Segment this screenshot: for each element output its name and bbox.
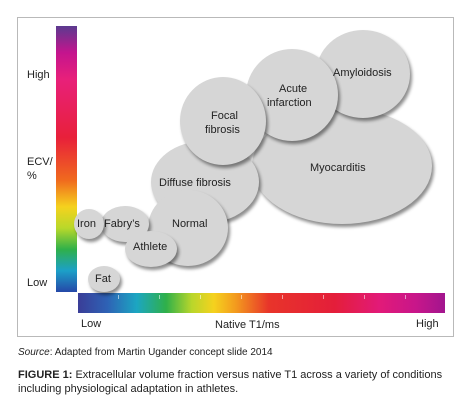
acute-infarction-label-line2: infarction (267, 97, 312, 109)
caption-text: Extracellular volume fraction versus nat… (18, 369, 443, 395)
y-axis-low-label: Low (27, 277, 48, 289)
fat-label: Fat (95, 273, 111, 285)
x-tick (118, 295, 119, 299)
athlete-bubble (125, 231, 177, 267)
acute-infarction-label-line1: Acute (279, 83, 308, 95)
x-tick (323, 295, 324, 299)
x-tick (159, 295, 160, 299)
myocarditis-label: Myocarditis (310, 162, 366, 174)
x-tick (282, 295, 283, 299)
t1-gradient-bar (78, 293, 445, 313)
ecv-gradient-bar (56, 26, 77, 292)
x-tick (241, 295, 242, 299)
source-text: : Adapted from Martin Ugander concept sl… (49, 347, 273, 358)
iron-label: Iron (77, 218, 96, 230)
x-axis-low-label: Low (81, 318, 102, 330)
normal-label: Normal (172, 218, 208, 230)
source-note: Source: Adapted from Martin Ugander conc… (18, 347, 273, 358)
focal-fibrosis-bubble (180, 77, 266, 165)
y-axis-high-label: High (27, 69, 50, 81)
x-tick (405, 295, 406, 299)
fat-bubble (88, 266, 120, 292)
amyloidosis-label: Amyloidosis (333, 67, 392, 79)
fabrys-label: Fabry’s (104, 218, 140, 230)
caption-lead: FIGURE 1: (18, 369, 73, 381)
iron-bubble (74, 209, 104, 239)
source-label: Source (18, 347, 50, 358)
diffuse-fibrosis-label: Diffuse fibrosis (159, 177, 231, 189)
x-tick (200, 295, 201, 299)
focal-fibrosis-label-line2: fibrosis (205, 124, 240, 136)
focal-fibrosis-label-line1: Focal (211, 110, 238, 122)
athlete-label: Athlete (133, 241, 168, 253)
y-axis-title-line1: ECV/ (27, 156, 53, 168)
x-axis-high-label: High (416, 318, 439, 330)
x-tick (364, 295, 365, 299)
x-axis-title: Native T1/ms (215, 319, 280, 331)
y-axis-title-line2: % (27, 170, 37, 182)
figure-caption: FIGURE 1: Extracellular volume fraction … (18, 368, 458, 396)
